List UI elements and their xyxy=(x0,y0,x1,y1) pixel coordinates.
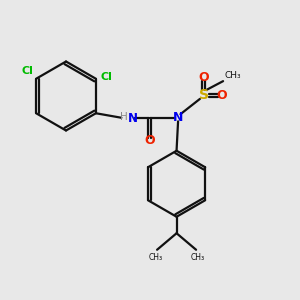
Text: CH₃: CH₃ xyxy=(148,253,163,262)
Text: H: H xyxy=(120,112,128,122)
Text: Cl: Cl xyxy=(100,72,112,82)
Text: N: N xyxy=(173,111,183,124)
Text: O: O xyxy=(198,71,209,84)
Text: CH₃: CH₃ xyxy=(190,253,205,262)
Text: N: N xyxy=(128,112,138,125)
Text: Cl: Cl xyxy=(21,66,33,76)
Text: S: S xyxy=(199,88,208,102)
Text: O: O xyxy=(216,89,227,102)
Text: O: O xyxy=(144,134,155,147)
Text: CH₃: CH₃ xyxy=(225,71,241,80)
